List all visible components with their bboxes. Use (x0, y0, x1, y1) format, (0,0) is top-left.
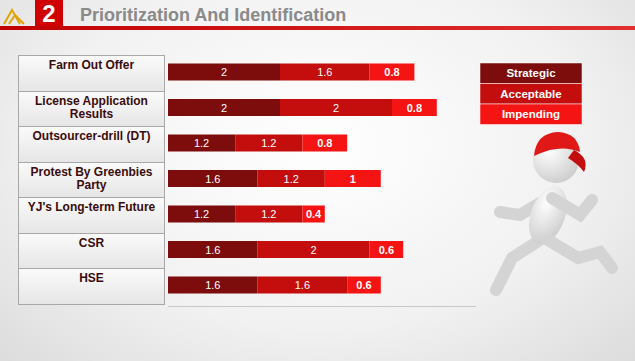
legend-label: Acceptable (500, 88, 561, 100)
data-label: 0.8 (384, 66, 399, 78)
bar-segment (302, 206, 324, 223)
bar-segment (168, 64, 280, 81)
bar-segment (168, 206, 235, 223)
data-labels: 2 1.6 0.8 2 2 0.8 1.2 1.2 0.8 1.6 1.2 1 1.2 1.2 0.4 1.6… (194, 66, 422, 291)
bar-segment (168, 277, 258, 294)
bar-segment (235, 206, 302, 223)
bar-segment (258, 241, 370, 258)
title: Prioritization And Identification (80, 5, 346, 25)
data-label: 1.2 (194, 208, 209, 220)
bar-segment (370, 241, 404, 258)
data-label: 2 (221, 66, 227, 78)
bar-segment (280, 99, 392, 116)
data-label: 0.6 (356, 279, 371, 291)
legend-swatch (480, 84, 582, 105)
section-box (35, 0, 63, 26)
data-label: 2 (221, 102, 227, 114)
x-axis-line (168, 306, 476, 307)
bar-segment (168, 241, 258, 258)
legend-label: Impending (502, 108, 560, 120)
data-label: 1.6 (205, 173, 220, 185)
front-arm (552, 198, 592, 215)
front-leg (548, 240, 612, 268)
bar-segment (325, 170, 381, 187)
bar-segment (370, 64, 415, 81)
legend-swatch (480, 63, 582, 84)
data-label: 0.6 (379, 244, 394, 256)
category-label: Outsourcer-drill (DT) (18, 126, 165, 163)
data-label: 1.6 (295, 279, 310, 291)
cap-brim (568, 150, 586, 172)
data-label: 1.2 (194, 137, 209, 149)
data-label: 2 (333, 102, 339, 114)
legend: Strategic Acceptable Impending (480, 63, 582, 125)
data-label: 0.8 (317, 137, 332, 149)
bars (168, 64, 437, 294)
bar-segment (392, 99, 437, 116)
category-label: YJ's Long-term Future (18, 197, 165, 234)
bar-segment (258, 170, 325, 187)
section-number: 2 (42, 0, 55, 27)
legend-label: Strategic (506, 67, 556, 79)
data-label: 0.8 (407, 102, 422, 114)
legend-swatch (480, 104, 582, 125)
category-label: CSR (18, 233, 165, 270)
bar-segment (168, 135, 235, 152)
data-label: 1.6 (317, 66, 332, 78)
data-label: 1.6 (205, 244, 220, 256)
bar-segment (280, 64, 370, 81)
bar-segment (347, 277, 381, 294)
bar-segment (168, 99, 280, 116)
data-label: 2 (311, 244, 317, 256)
bar-segment (168, 170, 258, 187)
data-label: 1 (350, 173, 356, 185)
logo-shape (9, 15, 24, 24)
category-label: Protest By Greenbies Party (18, 162, 165, 199)
data-label: 1.2 (261, 208, 276, 220)
category-label: HSE (18, 268, 165, 305)
data-label: 1.2 (284, 173, 299, 185)
data-label: 1.2 (261, 137, 276, 149)
header-rule (0, 26, 635, 30)
data-label: 0.4 (306, 208, 322, 220)
back-leg (496, 240, 540, 290)
bar-segment (235, 135, 302, 152)
data-label: 1.6 (205, 279, 220, 291)
bar-segment (258, 277, 348, 294)
bar-segment (302, 135, 347, 152)
category-label: License Application Results (18, 91, 165, 128)
logo (4, 10, 24, 24)
category-label: Farm Out Offer (18, 55, 165, 92)
running-figure (496, 132, 612, 290)
